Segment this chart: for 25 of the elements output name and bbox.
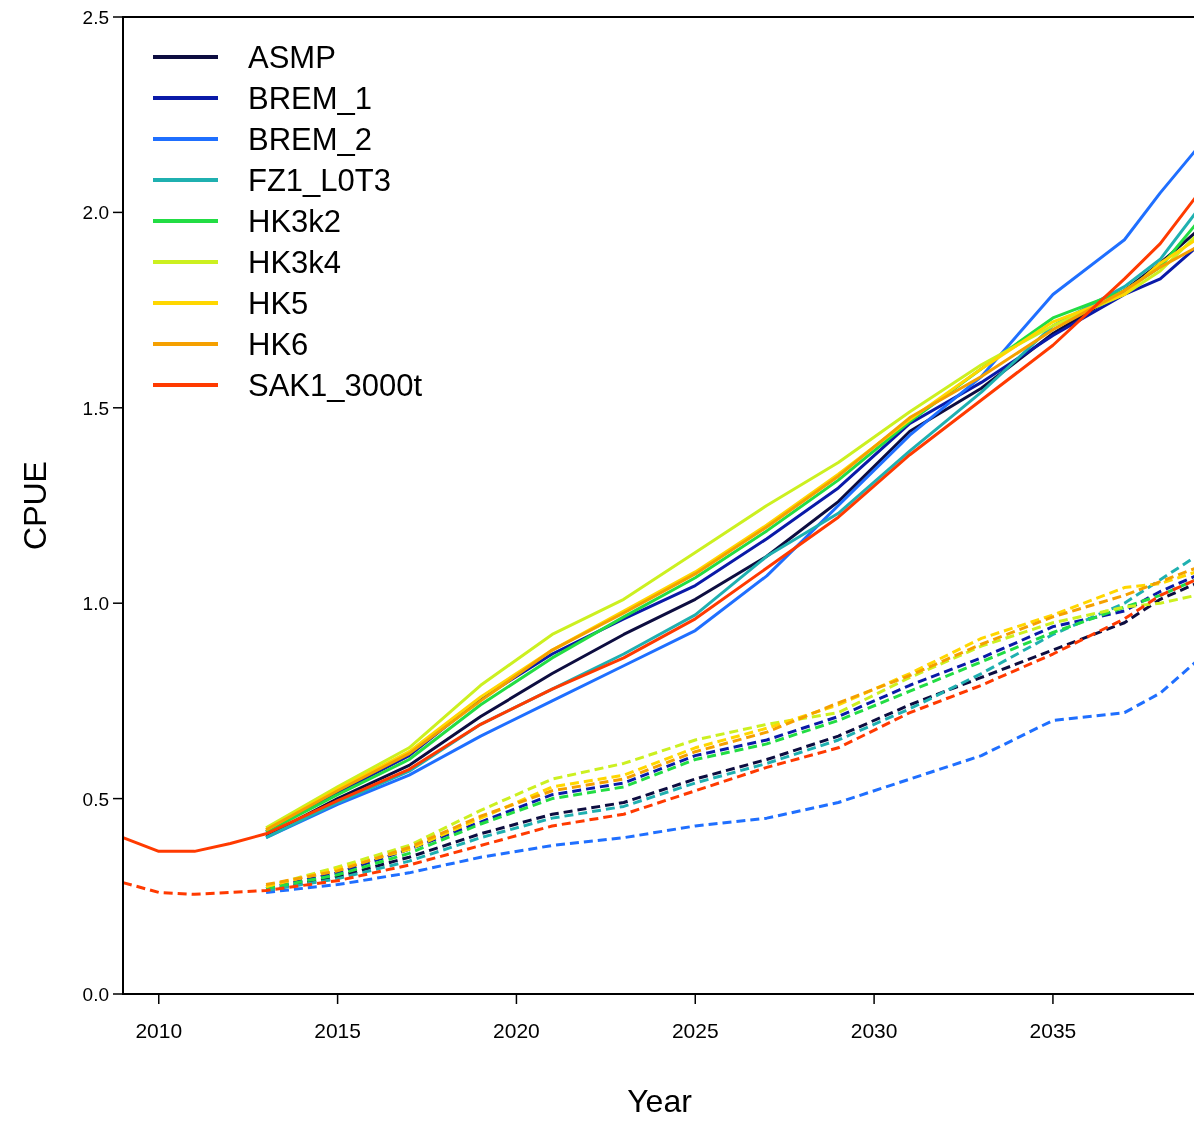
line-series	[264, 660, 1194, 894]
line-series	[121, 195, 1194, 853]
x-axis-title: Year	[627, 1083, 693, 1119]
x-tick-label: 2010	[135, 1019, 183, 1042]
legend-label: HK3k2	[248, 204, 342, 239]
y-tick-label: 2.0	[82, 202, 109, 224]
legend-label: BREM_1	[248, 81, 373, 116]
y-tick-label: 0.5	[82, 788, 109, 810]
y-tick-label: 1.0	[82, 593, 109, 615]
y-tick-label: 2.5	[82, 7, 109, 28]
y-tick-label: 0.0	[82, 984, 109, 1005]
legend-label: HK5	[248, 286, 309, 321]
y-tick-label: 1.5	[82, 397, 109, 419]
y-axis-title: CPUE	[17, 461, 53, 550]
x-tick-label: 2025	[671, 1019, 719, 1042]
legend-label: HK3k4	[248, 245, 342, 280]
legend-label: BREM_2	[248, 122, 373, 157]
legend-label: FZ1_L0T3	[248, 163, 392, 198]
legend-label: SAK1_3000t	[248, 368, 423, 403]
x-tick-label: 2015	[314, 1019, 361, 1042]
x-tick-label: 2030	[850, 1019, 898, 1042]
x-tick-label: 2035	[1029, 1019, 1077, 1042]
x-tick-label: 2020	[493, 1019, 540, 1042]
legend-label: HK6	[248, 327, 309, 362]
legend-label: ASMP	[248, 40, 336, 75]
